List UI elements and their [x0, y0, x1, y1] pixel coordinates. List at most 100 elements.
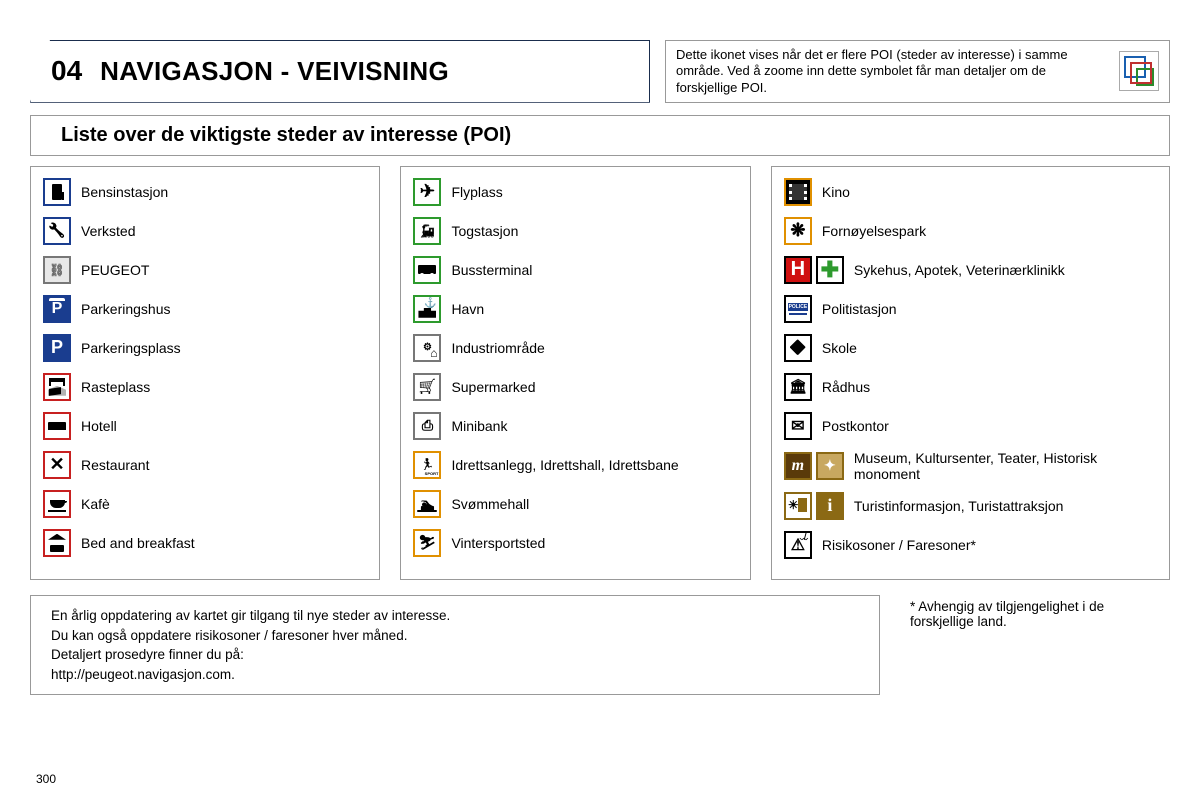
poi-icons — [413, 256, 441, 284]
poi-label: Togstasjon — [451, 223, 518, 239]
poi-label: Museum, Kultursenter, Teater, Historisk … — [854, 450, 1157, 482]
poi-label: Sykehus, Apotek, Veterinærklinikk — [854, 262, 1065, 278]
subtitle-bar: Liste over de viktigste steder av intere… — [30, 115, 1170, 156]
poi-row: Fornøyelsespark — [784, 216, 1157, 246]
poi-row: Svømmehall — [413, 489, 737, 519]
food-icon — [43, 451, 71, 479]
update-line: En årlig oppdatering av kartet gir tilga… — [51, 606, 859, 626]
poi-label: PEUGEOT — [81, 262, 149, 278]
poi-label: Supermarked — [451, 379, 535, 395]
poi-icons — [413, 529, 441, 557]
footnote: * Avhengig av tilgjengelighet i de forsk… — [900, 595, 1160, 633]
poi-label: Rasteplass — [81, 379, 150, 395]
poi-label: Svømmehall — [451, 496, 529, 512]
poi-row: Postkontor — [784, 411, 1157, 441]
poi-label: Politistasjon — [822, 301, 897, 317]
update-line: Du kan også oppdatere risikosoner / fare… — [51, 626, 859, 646]
police-icon — [784, 295, 812, 323]
poi-icons — [43, 256, 71, 284]
poi-label: Bed and breakfast — [81, 535, 195, 551]
poi-icons — [43, 490, 71, 518]
poi-icons — [784, 373, 812, 401]
poi-row: Idrettsanlegg, Idrettshall, Idrettsbane — [413, 450, 737, 480]
bus-icon — [413, 256, 441, 284]
hotel-icon — [43, 412, 71, 440]
bnb-icon — [43, 529, 71, 557]
poi-label: Vintersportsted — [451, 535, 545, 551]
section-number: 04 — [51, 55, 82, 87]
footer-row: En årlig oppdatering av kartet gir tilga… — [30, 595, 1170, 695]
train-icon — [413, 217, 441, 245]
poi-label: Minibank — [451, 418, 507, 434]
poi-icons — [43, 412, 71, 440]
update-box: En årlig oppdatering av kartet gir tilga… — [30, 595, 880, 695]
poi-icons: 〰 — [784, 531, 812, 559]
poi-icons — [43, 529, 71, 557]
poi-column-3: KinoFornøyelsesparkSykehus, Apotek, Vete… — [771, 166, 1170, 580]
poi-icons — [784, 334, 812, 362]
poi-label: Bussterminal — [451, 262, 532, 278]
poi-row: Restaurant — [43, 450, 367, 480]
cafe-icon — [43, 490, 71, 518]
poi-row: Parkeringshus — [43, 294, 367, 324]
subtitle-text: Liste over de viktigste steder av intere… — [61, 124, 511, 146]
poi-icons — [43, 373, 71, 401]
poi-row: Vintersportsted — [413, 528, 737, 558]
poi-row: PEUGEOT — [43, 255, 367, 285]
poi-label: Bensinstasjon — [81, 184, 168, 200]
harbor-icon — [413, 295, 441, 323]
poi-label: Skole — [822, 340, 857, 356]
poi-label: Hotell — [81, 418, 117, 434]
sport-icon — [413, 451, 441, 479]
poi-row: Parkeringsplass — [43, 333, 367, 363]
poi-row: Rasteplass — [43, 372, 367, 402]
poi-row: Supermarked — [413, 372, 737, 402]
poi-icons — [43, 178, 71, 206]
pharmacy-icon — [816, 256, 844, 284]
poi-row: Rådhus — [784, 372, 1157, 402]
poi-label: Idrettsanlegg, Idrettshall, Idrettsbane — [451, 457, 678, 473]
poi-row: Flyplass — [413, 177, 737, 207]
poi-label: Havn — [451, 301, 484, 317]
pspot-icon — [43, 334, 71, 362]
poi-label: Industriområde — [451, 340, 544, 356]
poi-row: 〰 Risikosoner / Faresoner* — [784, 530, 1157, 560]
poi-icons — [784, 217, 812, 245]
plane-icon — [413, 178, 441, 206]
poi-row: Hotell — [43, 411, 367, 441]
poi-icons — [784, 178, 812, 206]
poi-label: Postkontor — [822, 418, 889, 434]
industry-icon — [413, 334, 441, 362]
poi-label: Parkeringshus — [81, 301, 171, 317]
hospital-icon — [784, 256, 812, 284]
poi-row: Turistinformasjon, Turistattraksjon — [784, 491, 1157, 521]
poi-label: Parkeringsplass — [81, 340, 181, 356]
poi-column-1: BensinstasjonVerkstedPEUGEOTParkeringshu… — [30, 166, 380, 580]
school-icon — [784, 334, 812, 362]
poi-icons — [413, 373, 441, 401]
wrench-icon — [43, 217, 71, 245]
swim-icon — [413, 490, 441, 518]
ferris-icon — [784, 217, 812, 245]
poi-icons — [43, 451, 71, 479]
risk-icon: 〰 — [784, 531, 812, 559]
poi-row: Bed and breakfast — [43, 528, 367, 558]
poi-icons — [784, 412, 812, 440]
poi-icons — [413, 334, 441, 362]
atm-icon — [413, 412, 441, 440]
poi-icons — [413, 217, 441, 245]
poi-row: Togstasjon — [413, 216, 737, 246]
update-line: http://peugeot.navigasjon.com. — [51, 665, 859, 685]
rest-icon — [43, 373, 71, 401]
poi-icons — [413, 295, 441, 323]
poi-row: Havn — [413, 294, 737, 324]
poi-icons — [784, 256, 844, 284]
poi-label: Risikosoner / Faresoner* — [822, 537, 976, 553]
poi-label: Flyplass — [451, 184, 502, 200]
poi-row: Bensinstasjon — [43, 177, 367, 207]
poi-icons — [784, 492, 844, 520]
poi-icons — [784, 295, 812, 323]
multi-poi-icon — [1119, 51, 1159, 91]
info-box: Dette ikonet vises når det er flere POI … — [665, 40, 1170, 103]
poi-row: Industriområde — [413, 333, 737, 363]
